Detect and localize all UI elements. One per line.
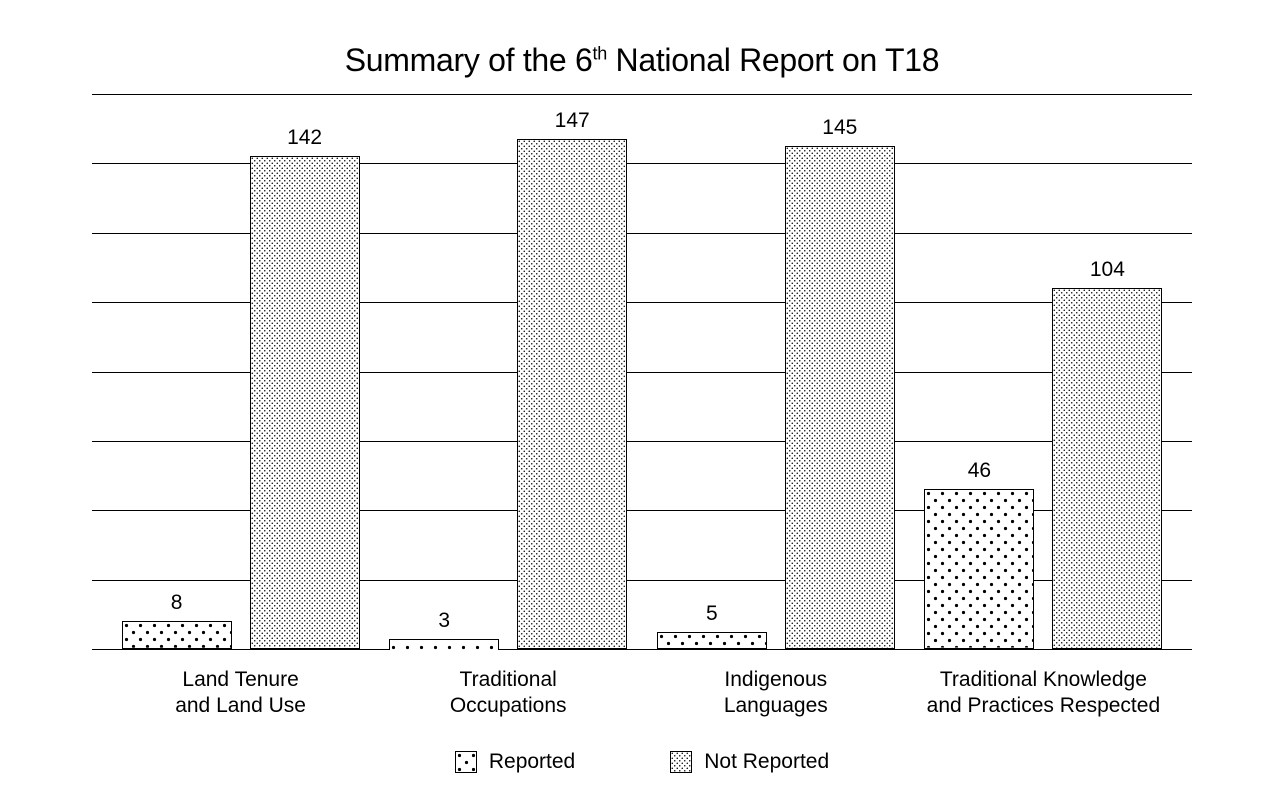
bar-value-label: 5: [662, 602, 762, 626]
legend-swatch-reported: [455, 751, 477, 773]
title-sup: th: [593, 43, 607, 63]
bar-reported: [924, 489, 1034, 649]
legend-swatch-not-reported: [670, 751, 692, 773]
category-label-line2: Occupations: [450, 694, 567, 717]
title-pre: Summary of the 6: [345, 42, 593, 78]
bar-value-label: 8: [127, 591, 227, 615]
legend-label-not-reported: Not Reported: [704, 750, 829, 774]
bar-not-reported: [517, 139, 627, 649]
bar-value-label: 145: [790, 116, 890, 140]
chart-title: Summary of the 6th National Report on T1…: [0, 42, 1284, 79]
bar-not-reported: [785, 146, 895, 649]
bar-reported: [389, 639, 499, 649]
title-post: National Report on T18: [607, 42, 939, 78]
bar-value-label: 142: [255, 126, 355, 150]
legend-label-reported: Reported: [489, 750, 575, 774]
category-label-line2: Languages: [724, 694, 828, 717]
bar-not-reported: [250, 156, 360, 649]
bar-value-label: 3: [394, 609, 494, 633]
bar-value-label: 46: [929, 459, 1029, 483]
category-label-line1: Land Tenure: [182, 668, 298, 691]
category-label-line2: and Land Use: [175, 694, 306, 717]
bar-reported: [122, 621, 232, 649]
bar-value-label: 104: [1057, 258, 1157, 282]
legend-item-not-reported: Not Reported: [670, 750, 829, 774]
category-label-line1: Traditional: [460, 668, 557, 691]
plot-area: 8142Land Tenureand Land Use3147Tradition…: [92, 94, 1192, 649]
bar-reported: [657, 632, 767, 649]
category-label: Traditional Knowledge and Practices Respe…: [913, 667, 1173, 720]
category-label-line2: and Practices Respected: [927, 694, 1160, 717]
gridline: [92, 94, 1192, 95]
legend-item-reported: Reported: [455, 750, 575, 774]
bar-not-reported: [1052, 288, 1162, 649]
category-label: Traditional Occupations: [378, 667, 638, 720]
category-label-line1: Indigenous: [724, 668, 827, 691]
category-label: Land Tenure and Land Use: [111, 667, 371, 720]
category-label-line1: Traditional Knowledge: [940, 668, 1147, 691]
bar-value-label: 147: [522, 109, 622, 133]
chart-container: Summary of the 6th National Report on T1…: [0, 0, 1284, 809]
legend: Reported Not Reported: [0, 750, 1284, 774]
category-label: Indigenous Languages: [646, 667, 906, 720]
